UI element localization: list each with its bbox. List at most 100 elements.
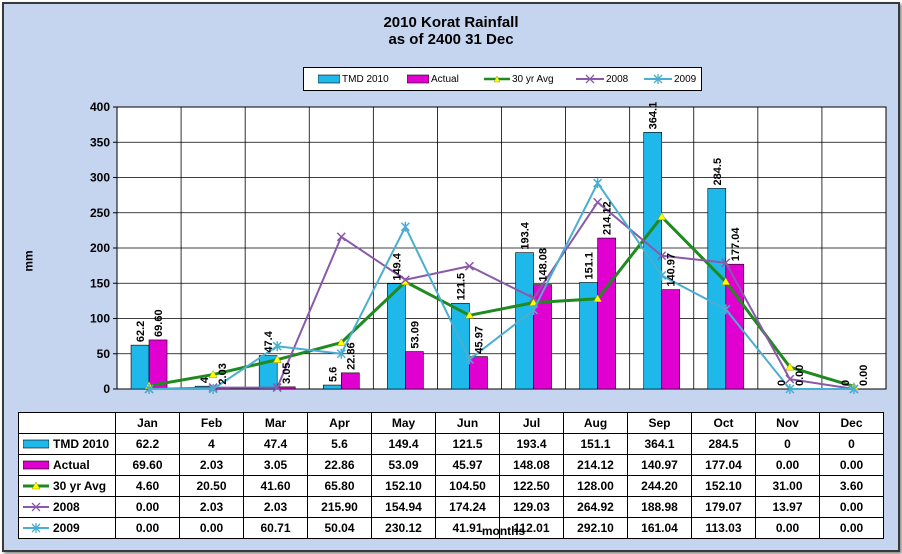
y-tick-label: 300: [90, 171, 110, 185]
bar-actual: [405, 351, 424, 390]
table-cell: 53.09: [371, 454, 436, 476]
table-column-header: Dec: [819, 412, 884, 434]
data-label: 5.6: [327, 367, 339, 382]
data-label: 193.4: [520, 221, 532, 249]
y-tick-label: 0: [103, 382, 110, 396]
line-2009: [149, 182, 854, 390]
table-column-header: Jul: [499, 412, 564, 434]
data-label: 69.60: [153, 309, 165, 337]
marker-2008: [464, 261, 474, 271]
bars: [130, 132, 745, 390]
data-label: 53.09: [409, 321, 421, 349]
table-cell: 22.86: [307, 454, 372, 476]
data-labels: 62.2 4 47.4 5.6 149.4 121.5 193.4 151.1 364.1 284…: [135, 102, 870, 386]
bar-actual: [276, 386, 296, 390]
table-corner: [18, 412, 116, 434]
table-cell: 177.04: [691, 454, 756, 476]
bar-actual: [340, 372, 360, 390]
table-cell: 5.6: [307, 433, 372, 455]
marker-30-yr-avg: [208, 370, 218, 378]
table-row-header: 2008: [18, 496, 116, 518]
table-cell: 161.04: [627, 517, 692, 539]
table-cell: 0.00: [115, 517, 180, 539]
table-body: TMD 2010 62.2 4 47.4 5.6 149.4 121.5 193.4 151.1…: [18, 433, 884, 539]
table-cell: 0.00: [179, 517, 244, 539]
legend-item-tmd2010: TMD 2010: [318, 68, 389, 90]
table-cell: 152.10: [691, 475, 756, 497]
gridlines: [117, 107, 886, 389]
marker-30-yr-avg: [336, 338, 346, 346]
table-cell: 129.03: [499, 496, 564, 518]
legend: TMD 2010 Actual 30 yr Avg 2008 2009: [303, 67, 702, 91]
data-label: 45.97: [473, 326, 485, 354]
table-key-swatch: [23, 481, 49, 490]
data-label: 0.00: [858, 365, 870, 386]
lines: [144, 178, 859, 394]
legend-label-tmd2010: TMD 2010: [342, 73, 389, 85]
table-cell: 188.98: [627, 496, 692, 518]
marker-2008: [529, 293, 539, 303]
bar-tmd-2010: [387, 283, 406, 390]
y-tick-label: 100: [90, 312, 110, 326]
data-label: 140.97: [666, 253, 678, 287]
table-cell: 2.03: [179, 496, 244, 518]
table-row-label: TMD 2010: [53, 437, 110, 451]
table-column-header: Sep: [627, 412, 692, 434]
table-cell: 65.80: [307, 475, 372, 497]
table-cell: 31.00: [755, 475, 820, 497]
marker-30-yr-avg: [465, 310, 474, 319]
table-row-header: Actual: [18, 454, 116, 476]
table-cell: 62.2: [115, 433, 180, 455]
marker-2008: [400, 275, 410, 285]
marker-2009: [593, 178, 603, 189]
bar-actual: [469, 356, 488, 390]
table-key-swatch: [23, 439, 49, 449]
legend-label-actual: Actual: [431, 73, 459, 85]
data-label: 177.04: [730, 227, 742, 262]
table-cell: 122.50: [499, 475, 564, 497]
table-cell: 284.5: [691, 433, 756, 455]
chart-title-line1: 2010 Korat Rainfall: [383, 14, 519, 31]
table-cell: 13.97: [755, 496, 820, 518]
table-key-swatch: [23, 460, 49, 470]
data-table: Jan Feb Mar Apr May Jun Jul Aug Sep Oct Nov Dec TMD…: [18, 412, 884, 539]
table-cell: 154.94: [371, 496, 436, 518]
table-row-label: 2009: [53, 521, 80, 535]
table-cell: 149.4: [371, 433, 436, 455]
data-label: 4: [199, 376, 211, 383]
data-label: 284.5: [712, 158, 724, 186]
table-column-header: Jun: [435, 412, 500, 434]
legend-label-30yr-avg: 30 yr Avg: [512, 73, 554, 85]
marker-2009: [336, 348, 346, 359]
table-cell: 113.03: [691, 517, 756, 539]
table-cell: 128.00: [563, 475, 628, 497]
y-tick-label: 200: [90, 241, 110, 255]
table-cell: 4.60: [115, 475, 180, 497]
marker-2009: [144, 384, 154, 394]
chart-title: 2010 Korat Rainfall as of 2400 31 Dec: [0, 14, 902, 48]
bar-tmd-2010: [707, 188, 727, 390]
marker-2008: [593, 197, 603, 207]
table-cell: 45.97: [435, 454, 500, 476]
table-cell: 193.4: [499, 433, 564, 455]
legend-label-2008: 2008: [606, 73, 629, 85]
table-cell: 0.00: [115, 496, 180, 518]
table-cell: 179.07: [691, 496, 756, 518]
data-label: 151.1: [584, 252, 596, 280]
table-column-header: Aug: [563, 412, 628, 434]
table-header-row: Jan Feb Mar Apr May Jun Jul Aug Sep Oct Nov Dec: [18, 412, 884, 434]
marker-2009: [785, 384, 795, 394]
table-cell: 140.97: [627, 454, 692, 476]
table-cell: 0.00: [755, 517, 820, 539]
table-cell: 0: [755, 433, 820, 455]
bar-actual: [597, 237, 616, 390]
table-row-header: 30 yr Avg: [18, 475, 116, 497]
line-2008: [149, 201, 855, 390]
marker-30-yr-avg: [272, 355, 282, 363]
table-cell: 50.04: [307, 517, 372, 539]
table-column-header: Nov: [755, 412, 820, 434]
data-label: 0: [776, 380, 788, 386]
marker-30-yr-avg: [785, 362, 795, 371]
table-cell: 2.03: [179, 454, 244, 476]
